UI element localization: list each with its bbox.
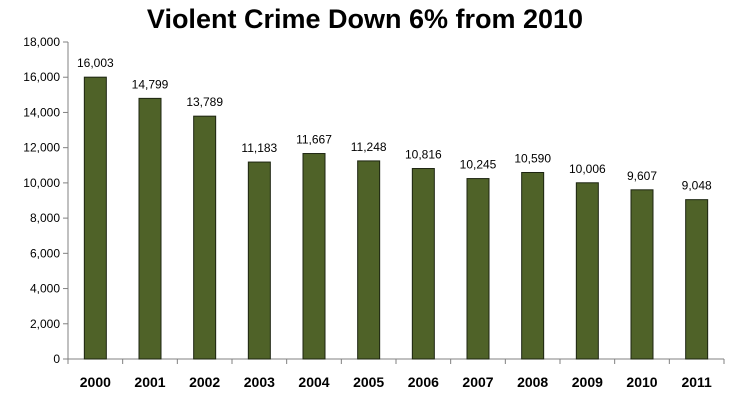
bar-2009	[575, 182, 599, 360]
bar-2001	[138, 97, 162, 360]
y-tick-label: 8,000	[30, 211, 60, 225]
data-label-2002: 13,789	[186, 95, 223, 109]
data-label-2010: 9,607	[627, 169, 657, 183]
bar-2008	[521, 171, 545, 360]
bar-2011	[685, 199, 709, 360]
bar-2003	[247, 161, 271, 360]
x-tick-label-2010: 2010	[626, 374, 657, 390]
x-tick-label-2002: 2002	[189, 374, 220, 390]
x-tick-label-2009: 2009	[572, 374, 603, 390]
bar-2010	[630, 189, 654, 360]
data-label-2001: 14,799	[132, 77, 169, 91]
bar-2000	[83, 76, 107, 360]
x-tick-label-2003: 2003	[244, 374, 275, 390]
x-tick-label-2011: 2011	[681, 374, 712, 390]
y-tick-label: 6,000	[30, 246, 60, 260]
x-tick-label-2004: 2004	[298, 374, 329, 390]
bar-2005	[357, 160, 381, 360]
y-tick-label: 18,000	[23, 35, 60, 49]
bar-2002	[193, 115, 217, 360]
y-tick-label: 0	[53, 352, 60, 366]
x-tick-label-2006: 2006	[408, 374, 439, 390]
x-tick-label-2005: 2005	[353, 374, 384, 390]
y-tick-label: 4,000	[30, 282, 60, 296]
bar-2006	[411, 168, 435, 360]
y-tick-label: 2,000	[30, 317, 60, 331]
data-label-2008: 10,590	[514, 151, 551, 165]
y-tick-label: 10,000	[23, 176, 60, 190]
x-tick-label-2000: 2000	[80, 374, 111, 390]
y-tick-label: 12,000	[23, 141, 60, 155]
chart-title: Violent Crime Down 6% from 2010	[146, 4, 584, 34]
data-label-2011: 9,048	[682, 179, 712, 193]
y-tick-label: 16,000	[23, 70, 60, 84]
data-label-2004: 11,667	[296, 133, 332, 147]
bar-2004	[302, 153, 326, 360]
data-label-2007: 10,245	[460, 158, 497, 172]
data-label-2006: 10,816	[405, 148, 442, 162]
x-tick-label-2008: 2008	[517, 374, 548, 390]
data-label-2005: 11,248	[351, 140, 387, 154]
data-label-2003: 11,183	[241, 141, 277, 155]
data-label-2009: 10,006	[569, 162, 606, 176]
x-tick-label-2007: 2007	[462, 374, 493, 390]
bar-2007	[466, 178, 490, 360]
x-tick-label-2001: 2001	[134, 374, 165, 390]
y-tick-label: 14,000	[23, 105, 60, 119]
data-label-2000: 16,003	[77, 56, 114, 70]
